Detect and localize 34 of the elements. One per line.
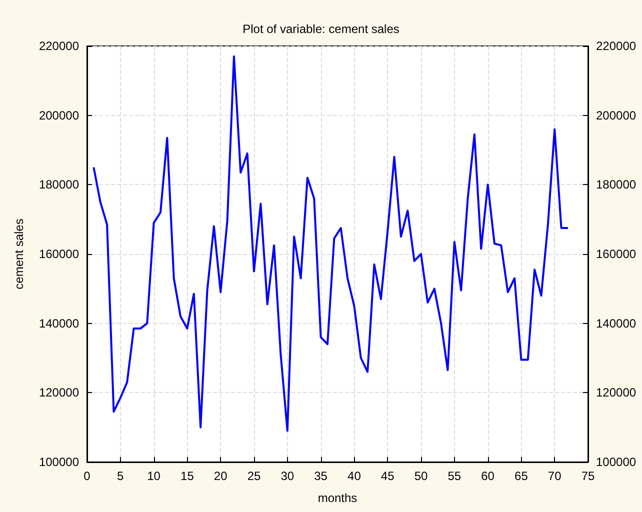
y2-tick-label: 160000 — [596, 247, 636, 261]
y2-tick-label: 140000 — [596, 316, 636, 330]
y-axis-title: cement sales — [12, 218, 26, 290]
y-tick-label: 160000 — [38, 247, 80, 261]
x-tick-label: 5 — [117, 469, 124, 483]
y-tick-label: 200000 — [38, 108, 80, 122]
chart-title: Plot of variable: cement sales — [242, 22, 400, 36]
x-tick-label: 45 — [380, 469, 395, 483]
x-tick-label: 25 — [247, 469, 261, 483]
x-tick-label: 75 — [581, 469, 595, 483]
y-tick-label: 120000 — [38, 386, 80, 400]
y-tick-label: 180000 — [38, 178, 80, 192]
x-tick-label: 15 — [180, 469, 194, 483]
x-tick-label: 60 — [481, 469, 495, 483]
x-tick-label: 35 — [314, 469, 328, 483]
x-tick-label: 20 — [214, 469, 228, 483]
y2-tick-label: 200000 — [596, 108, 636, 122]
x-axis-title: months — [318, 491, 358, 505]
y-tick-label: 140000 — [38, 316, 80, 330]
y-tick-label: 220000 — [38, 39, 80, 53]
y2-tick-label: 120000 — [596, 386, 636, 400]
y2-tick-label: 180000 — [596, 178, 636, 192]
y2-tick-label: 100000 — [596, 455, 636, 469]
x-tick-label: 70 — [548, 469, 562, 483]
x-tick-label: 10 — [147, 469, 161, 483]
y-tick-label: 100000 — [38, 455, 80, 469]
x-tick-label: 40 — [348, 469, 362, 483]
line-series — [92, 55, 569, 432]
y2-tick-label: 220000 — [596, 39, 636, 53]
x-tick-label: 55 — [448, 469, 462, 483]
x-tick-label: 65 — [514, 469, 528, 483]
x-tick-label: 30 — [280, 469, 294, 483]
x-tick-label: 50 — [414, 469, 428, 483]
x-tick-label: 0 — [84, 469, 91, 483]
